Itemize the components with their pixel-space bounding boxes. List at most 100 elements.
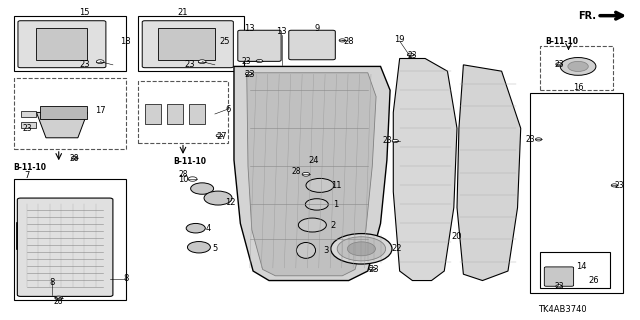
Circle shape xyxy=(246,72,252,75)
Text: 28: 28 xyxy=(291,167,301,176)
Text: 19: 19 xyxy=(394,35,405,44)
FancyBboxPatch shape xyxy=(544,267,573,286)
Text: 21: 21 xyxy=(178,8,188,17)
Text: 14: 14 xyxy=(576,262,586,271)
Circle shape xyxy=(72,156,78,159)
Circle shape xyxy=(348,242,376,256)
Circle shape xyxy=(339,39,346,42)
Bar xyxy=(167,105,183,124)
Bar xyxy=(36,28,88,60)
Circle shape xyxy=(256,60,262,63)
Circle shape xyxy=(306,178,334,192)
Bar xyxy=(14,179,125,300)
Bar xyxy=(40,106,88,119)
FancyBboxPatch shape xyxy=(142,21,234,68)
Text: 23: 23 xyxy=(22,124,32,133)
Text: 17: 17 xyxy=(95,106,106,115)
FancyBboxPatch shape xyxy=(289,30,335,60)
Circle shape xyxy=(560,58,596,75)
Ellipse shape xyxy=(296,243,316,258)
Text: 23: 23 xyxy=(79,60,90,69)
Circle shape xyxy=(298,218,326,232)
Text: TK4AB3740: TK4AB3740 xyxy=(538,305,586,314)
Circle shape xyxy=(198,60,206,64)
Text: 7: 7 xyxy=(24,172,29,180)
Text: 25: 25 xyxy=(219,36,230,45)
Text: 23: 23 xyxy=(554,282,564,292)
Text: 18: 18 xyxy=(120,36,131,45)
Text: B-11-10: B-11-10 xyxy=(173,157,206,166)
Text: 3: 3 xyxy=(324,246,329,255)
Polygon shape xyxy=(234,67,390,281)
Polygon shape xyxy=(457,65,521,281)
Text: 23: 23 xyxy=(408,51,417,60)
Text: B-11-10: B-11-10 xyxy=(546,36,579,45)
Bar xyxy=(14,16,125,71)
Text: 15: 15 xyxy=(79,8,90,17)
FancyBboxPatch shape xyxy=(17,198,113,296)
Text: 23: 23 xyxy=(242,57,252,66)
Bar xyxy=(189,105,205,124)
Polygon shape xyxy=(246,73,376,276)
Text: 11: 11 xyxy=(331,181,341,190)
Text: 23: 23 xyxy=(614,181,624,190)
Text: 2: 2 xyxy=(330,220,335,229)
Text: 22: 22 xyxy=(391,244,402,253)
Text: 28: 28 xyxy=(70,154,79,163)
Text: 23: 23 xyxy=(184,60,195,69)
Circle shape xyxy=(204,191,232,205)
Text: B-11-10: B-11-10 xyxy=(13,164,47,172)
Polygon shape xyxy=(36,112,88,138)
Text: 23: 23 xyxy=(369,265,380,274)
Text: 10: 10 xyxy=(178,174,188,184)
Bar xyxy=(145,105,161,124)
Circle shape xyxy=(186,223,205,233)
Text: 27: 27 xyxy=(216,132,227,141)
Circle shape xyxy=(407,53,413,56)
FancyBboxPatch shape xyxy=(238,30,281,61)
Circle shape xyxy=(216,134,223,137)
Text: 5: 5 xyxy=(212,244,218,253)
Circle shape xyxy=(556,285,562,288)
Text: 6: 6 xyxy=(225,105,230,114)
Circle shape xyxy=(392,140,398,142)
Text: 28: 28 xyxy=(179,170,188,179)
Circle shape xyxy=(191,183,214,194)
Text: 23: 23 xyxy=(525,135,535,144)
Circle shape xyxy=(611,184,618,187)
Circle shape xyxy=(536,138,541,141)
Text: FR.: FR. xyxy=(578,11,596,21)
Text: 23: 23 xyxy=(382,136,392,146)
Circle shape xyxy=(97,60,104,64)
Circle shape xyxy=(568,61,588,71)
Bar xyxy=(20,111,36,117)
Circle shape xyxy=(305,199,328,210)
Bar xyxy=(138,16,244,71)
Circle shape xyxy=(369,267,376,270)
Bar xyxy=(20,122,36,128)
Text: 1: 1 xyxy=(333,200,339,209)
Bar xyxy=(14,77,125,149)
Text: 28: 28 xyxy=(344,36,354,45)
Bar xyxy=(138,81,228,142)
Text: 24: 24 xyxy=(308,156,319,164)
Circle shape xyxy=(188,177,197,181)
Text: 8: 8 xyxy=(50,278,55,287)
Text: 28: 28 xyxy=(54,297,63,306)
Circle shape xyxy=(55,296,63,300)
Polygon shape xyxy=(394,59,457,281)
Text: 23: 23 xyxy=(244,70,255,79)
Bar xyxy=(540,46,613,90)
Circle shape xyxy=(188,242,211,253)
FancyBboxPatch shape xyxy=(18,21,106,68)
Text: 13: 13 xyxy=(276,27,287,36)
Bar xyxy=(540,252,610,288)
Circle shape xyxy=(337,237,386,261)
Circle shape xyxy=(331,234,392,264)
Text: 4: 4 xyxy=(206,224,211,233)
Text: 20: 20 xyxy=(452,232,462,241)
Text: 16: 16 xyxy=(573,83,584,92)
Text: 8: 8 xyxy=(123,275,129,284)
Text: 23: 23 xyxy=(554,60,564,69)
Text: 9: 9 xyxy=(314,24,319,33)
